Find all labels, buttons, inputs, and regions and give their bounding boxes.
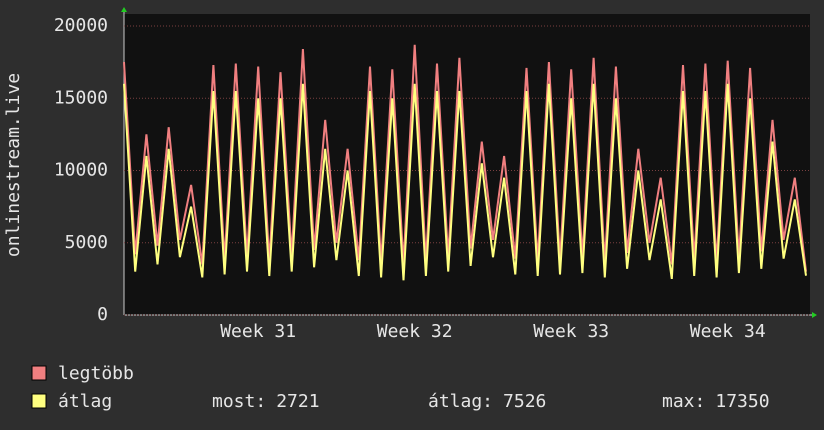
stat: átlag: 7526	[428, 391, 546, 412]
legend-swatch	[31, 365, 47, 381]
stat: max: 17350	[662, 391, 770, 412]
legend-swatch	[31, 393, 47, 409]
x-arrow	[812, 312, 817, 318]
x-tick-label: Week 32	[377, 321, 453, 342]
stat: most: 2721	[212, 391, 320, 412]
x-tick-label: Week 33	[533, 321, 609, 342]
x-tick-label: Week 31	[220, 321, 296, 342]
series-line	[123, 83, 807, 281]
y-arrow	[121, 7, 127, 12]
stat-label: most:	[212, 391, 266, 412]
y-tick-label: 0	[97, 304, 108, 325]
y-tick-label: 15000	[54, 87, 108, 108]
series-line	[123, 44, 807, 272]
stat-value: 17350	[715, 391, 769, 412]
stat-value: 2721	[276, 391, 319, 412]
stat-value: 7526	[503, 391, 546, 412]
stat-label: átlag:	[428, 391, 493, 412]
legend-label: átlag	[58, 391, 112, 412]
legend-label: legtöbb	[58, 363, 134, 384]
y-tick-label: 10000	[54, 160, 108, 181]
y-axis-label: onlinestream.live	[3, 73, 24, 257]
y-tick-label: 5000	[65, 232, 108, 253]
x-tick-label: Week 34	[690, 321, 766, 342]
plot-area	[124, 14, 810, 315]
y-tick-label: 20000	[54, 15, 108, 36]
stat-label: max:	[662, 391, 705, 412]
